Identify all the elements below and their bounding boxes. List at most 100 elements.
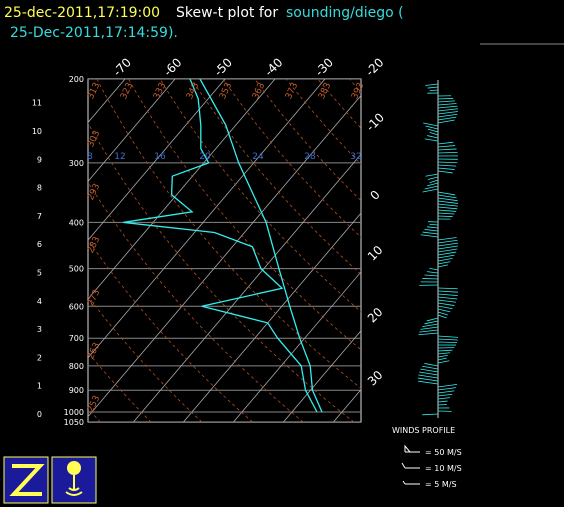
wind-barb [437, 203, 458, 207]
isotherm [183, 212, 361, 422]
wind-barb [437, 390, 455, 394]
wind-barb [424, 229, 439, 232]
wind-barb [437, 264, 448, 268]
wind-legend-keys [401, 444, 420, 485]
wind-barb [437, 215, 453, 217]
mixing-ratio-label: 8 [87, 152, 93, 162]
isotherm [88, 79, 326, 359]
isotherm [88, 94, 361, 418]
isotherm [88, 79, 176, 182]
wind-barb [427, 182, 439, 187]
wind-barb [420, 234, 439, 238]
mixing-ratio-label: 24 [252, 152, 264, 162]
wind-barb [437, 400, 448, 403]
wind-barb [437, 254, 455, 259]
header-label: Skew-t plot for [176, 5, 278, 21]
wind-barb [425, 173, 439, 177]
height-label: 11 [32, 99, 42, 108]
wind-barb [425, 125, 439, 130]
height-label: 0 [37, 410, 42, 419]
wind-barb [437, 302, 455, 306]
wind-barb [422, 365, 439, 370]
wind-barb [437, 257, 453, 262]
wind-barb [422, 231, 439, 235]
pressure-label: 800 [69, 362, 84, 371]
mixing-ratio-label: 12 [114, 152, 125, 162]
mixing-ratio-label: 20 [199, 152, 211, 162]
temperature-trace [199, 79, 323, 413]
wind-barb [424, 274, 439, 277]
wind-barb [437, 397, 451, 400]
wind-barb [420, 326, 439, 330]
pressure-label: 1050 [64, 418, 84, 427]
pressure-label: 600 [69, 302, 84, 311]
wind-barb [437, 161, 458, 164]
wind-barb [418, 374, 439, 379]
dewpoint-trace [123, 79, 318, 413]
legend-symbol [404, 444, 420, 453]
mixing-ratio-label: 28 [304, 152, 316, 162]
height-label: 7 [37, 212, 42, 221]
wind-barb [437, 108, 459, 112]
height-label: 1 [37, 382, 42, 391]
logo-glyph [65, 475, 83, 496]
wind-barb [437, 248, 458, 253]
wind-barb [437, 151, 458, 154]
dry-adiabat [88, 295, 203, 422]
wind-barb [429, 89, 439, 92]
wind-barb [424, 185, 439, 190]
wind-barb [429, 179, 439, 184]
wind-barb [437, 305, 453, 310]
wind-barb [437, 357, 447, 361]
wind-legend-entry: = 50 M/S [425, 448, 462, 457]
height-label: 10 [32, 127, 42, 136]
wind-barb [437, 261, 451, 265]
dry-adiabat [128, 79, 361, 351]
wind-barb [437, 148, 457, 151]
pressure-label: 400 [69, 218, 84, 227]
wind-barb [437, 113, 458, 118]
logo-z[interactable] [3, 456, 49, 504]
wind-barb [437, 116, 457, 121]
logo-balloon[interactable] [51, 456, 97, 504]
height-label: 4 [37, 297, 42, 306]
height-label: 2 [37, 353, 42, 362]
wind-barb [437, 404, 447, 406]
dry-adiabat [159, 79, 361, 313]
wind-barb [437, 209, 457, 212]
dry-adiabat [88, 239, 253, 422]
height-label: 6 [37, 240, 42, 249]
wind-barb [420, 368, 439, 373]
dry-adiabat [88, 122, 355, 422]
dry-adiabat [88, 181, 304, 422]
dry-adiabat [254, 79, 361, 202]
wind-barb [437, 145, 456, 148]
wind-barb [429, 131, 439, 136]
wind-barb [437, 119, 455, 124]
wind-legend-entry: = 5 M/S [425, 480, 457, 489]
pressure-label: 500 [69, 265, 84, 274]
isotherm [133, 153, 361, 422]
wind-barb [437, 103, 457, 106]
wind-barb [437, 111, 458, 115]
wind-barb [429, 267, 439, 271]
wind-barb [437, 251, 457, 256]
wind-barb [437, 194, 457, 199]
wind-barb [437, 308, 451, 313]
wind-barb [424, 363, 439, 367]
isotherm [88, 79, 226, 241]
wind-barb [437, 290, 459, 293]
wind-barb [437, 287, 458, 290]
height-label: 9 [37, 155, 42, 164]
wind-barb [422, 323, 439, 328]
header-source-time: 25-Dec-2011,17:14:59). [10, 25, 178, 41]
wind-barb [437, 293, 458, 296]
wind-barb [437, 335, 459, 338]
wind-barb [437, 387, 456, 391]
wind-barb [418, 380, 439, 385]
wind-barb [437, 239, 458, 244]
wind-barb [437, 341, 458, 343]
mixing-ratio-label: 16 [154, 152, 166, 162]
